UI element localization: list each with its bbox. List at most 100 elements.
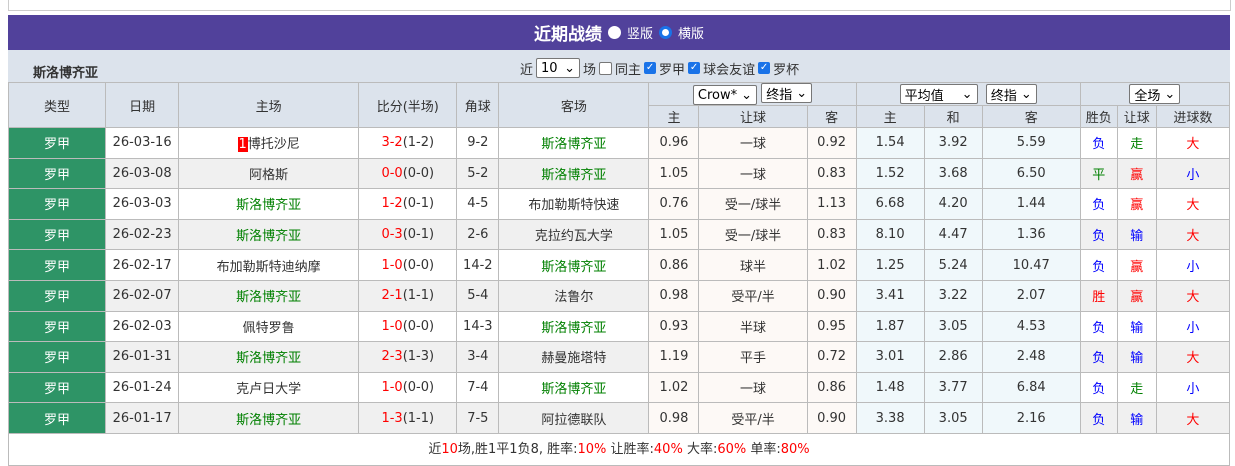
handicap-line: 半球 xyxy=(698,310,808,343)
over-rate: 60% xyxy=(717,441,747,457)
match-type: 罗甲 xyxy=(7,188,107,220)
result-handicap-text: 赢 xyxy=(1130,259,1144,275)
half-score: (0-0) xyxy=(402,165,435,181)
handicap-home-odds: 0.76 xyxy=(648,188,700,220)
radio-vertical[interactable] xyxy=(607,26,621,39)
away-team[interactable]: 斯洛博齐亚 xyxy=(498,310,650,343)
handicap-line-text: 一球 xyxy=(740,137,767,153)
company-select[interactable]: Crow* ⌄ xyxy=(692,85,758,105)
radio-horizontal[interactable] xyxy=(659,26,672,39)
league-checkbox-0[interactable]: ✓ xyxy=(644,62,657,74)
match-date: 26-02-07 xyxy=(105,279,180,312)
away-team[interactable]: 法鲁尔 xyxy=(498,279,650,312)
handicap-home-odds-text: 0.76 xyxy=(659,196,689,212)
avg-away-odds: 6.50 xyxy=(981,157,1081,190)
avg-away-odds-text: 5.59 xyxy=(1016,135,1046,151)
header-a-draw: 和 xyxy=(923,105,983,128)
home-team-name: 斯洛博齐亚 xyxy=(236,351,302,367)
away-team[interactable]: 布加勒斯特快速 xyxy=(498,188,650,220)
result-goals: 大 xyxy=(1155,127,1231,159)
handicap-line-text: 受一/球半 xyxy=(724,229,782,245)
league-checkbox-2[interactable]: ✓ xyxy=(758,62,771,74)
handicap-home-odds-text: 1.05 xyxy=(659,227,689,243)
avg-home-odds: 1.87 xyxy=(855,310,925,343)
result-goals: 小 xyxy=(1155,310,1231,343)
handicap-away-odds: 0.83 xyxy=(806,157,857,190)
away-team[interactable]: 斯洛博齐亚 xyxy=(498,371,650,404)
match-date: 26-01-17 xyxy=(105,402,180,434)
result-wl-text: 负 xyxy=(1092,351,1106,367)
handicap-home-odds: 1.02 xyxy=(648,371,700,404)
header-h-away: 客 xyxy=(806,105,857,128)
handicap-home-odds-text: 1.02 xyxy=(659,380,689,396)
corners: 2-6 xyxy=(456,218,500,251)
full-score: 1-3 xyxy=(381,410,403,426)
away-team[interactable]: 斯洛博齐亚 xyxy=(498,249,650,281)
match-date: 26-03-16 xyxy=(105,127,180,159)
away-team[interactable]: 克拉约瓦大学 xyxy=(498,218,650,251)
result-goals: 大 xyxy=(1155,341,1231,373)
home-team[interactable]: 1博托沙尼 xyxy=(178,127,360,159)
handicap-away-odds: 1.02 xyxy=(806,249,857,281)
handicap-type-select[interactable]: 终指 ⌄ xyxy=(761,83,813,103)
handicap-line: 一球 xyxy=(698,127,808,159)
same-home-checkbox[interactable] xyxy=(599,61,613,75)
home-team[interactable]: 布加勒斯特迪纳摩 xyxy=(178,249,360,281)
match-type: 罗甲 xyxy=(7,279,107,312)
avg-value: 平均值 xyxy=(904,88,944,104)
home-team-name: 斯洛博齐亚 xyxy=(236,229,302,245)
away-team[interactable]: 斯洛博齐亚 xyxy=(498,127,650,159)
summary-text: 单率: xyxy=(746,441,781,457)
avg-select[interactable]: 平均值 ⌄ xyxy=(899,84,978,104)
home-team[interactable]: 斯洛博齐亚 xyxy=(178,218,360,251)
home-rank: 1 xyxy=(237,137,248,153)
away-team[interactable]: 赫曼施塔特 xyxy=(498,341,650,373)
header-h-line: 让球 xyxy=(698,105,808,128)
company-value: Crow* xyxy=(697,87,738,103)
result-handicap: 输 xyxy=(1116,402,1157,434)
count-select[interactable]: 10 ⌄ xyxy=(536,58,581,78)
avg-away-odds-text: 2.07 xyxy=(1016,288,1046,304)
avg-type-select[interactable]: 终指 ⌄ xyxy=(985,84,1037,104)
result-wl-text: 负 xyxy=(1092,412,1106,428)
handicap-selects: Crow* ⌄ 终指 ⌄ xyxy=(648,82,857,106)
away-team-name: 斯洛博齐亚 xyxy=(541,259,607,275)
home-team[interactable]: 斯洛博齐亚 xyxy=(178,188,360,220)
avg-draw-odds-text: 4.20 xyxy=(938,196,968,212)
handicap-away-odds: 1.13 xyxy=(806,188,857,220)
away-team-name: 阿拉德联队 xyxy=(541,412,607,428)
score: 0-3(0-1) xyxy=(358,218,458,251)
avg-home-odds-text: 6.68 xyxy=(875,196,905,212)
scope-select[interactable]: 全场 ⌄ xyxy=(1129,84,1181,104)
home-team[interactable]: 佩特罗鲁 xyxy=(178,310,360,343)
home-team[interactable]: 斯洛博齐亚 xyxy=(178,402,360,434)
handicap-away-odds: 0.92 xyxy=(806,127,857,159)
avg-away-odds: 5.59 xyxy=(981,127,1081,159)
league-checkbox-1[interactable]: ✓ xyxy=(688,62,701,74)
avg-home-odds: 1.48 xyxy=(855,371,925,404)
home-team[interactable]: 斯洛博齐亚 xyxy=(178,279,360,312)
away-team[interactable]: 阿拉德联队 xyxy=(498,402,650,434)
avg-draw-odds-text: 4.47 xyxy=(938,227,968,243)
home-team[interactable]: 斯洛博齐亚 xyxy=(178,341,360,373)
away-team[interactable]: 斯洛博齐亚 xyxy=(498,157,650,190)
match-type: 罗甲 xyxy=(7,310,107,343)
header-type: 类型 xyxy=(7,82,107,128)
result-goals: 大 xyxy=(1155,218,1231,251)
match-type-text: 罗甲 xyxy=(44,229,71,245)
result-wl: 负 xyxy=(1079,218,1118,251)
scope-cell: 全场 ⌄ xyxy=(1079,82,1231,106)
avg-draw-odds-text: 2.86 xyxy=(938,349,968,365)
handicap-away-odds-text: 0.86 xyxy=(817,380,847,396)
home-team-name: 布加勒斯特迪纳摩 xyxy=(216,259,321,275)
corners-text: 5-4 xyxy=(467,288,489,304)
result-handicap: 输 xyxy=(1116,310,1157,343)
table-row: 罗甲 26-03-16 1博托沙尼 3-2(1-2) 9-2 斯洛博齐亚 0.96 一球 0.9… xyxy=(7,127,1231,159)
home-team[interactable]: 阿格斯 xyxy=(178,157,360,190)
home-team[interactable]: 克卢日大学 xyxy=(178,371,360,404)
result-handicap: 输 xyxy=(1116,341,1157,373)
score: 1-2(0-1) xyxy=(358,188,458,220)
chevron-down-icon: ⌄ xyxy=(741,87,753,103)
avg-draw-odds-text: 3.77 xyxy=(938,380,968,396)
handicap-home-odds-text: 0.98 xyxy=(659,410,689,426)
